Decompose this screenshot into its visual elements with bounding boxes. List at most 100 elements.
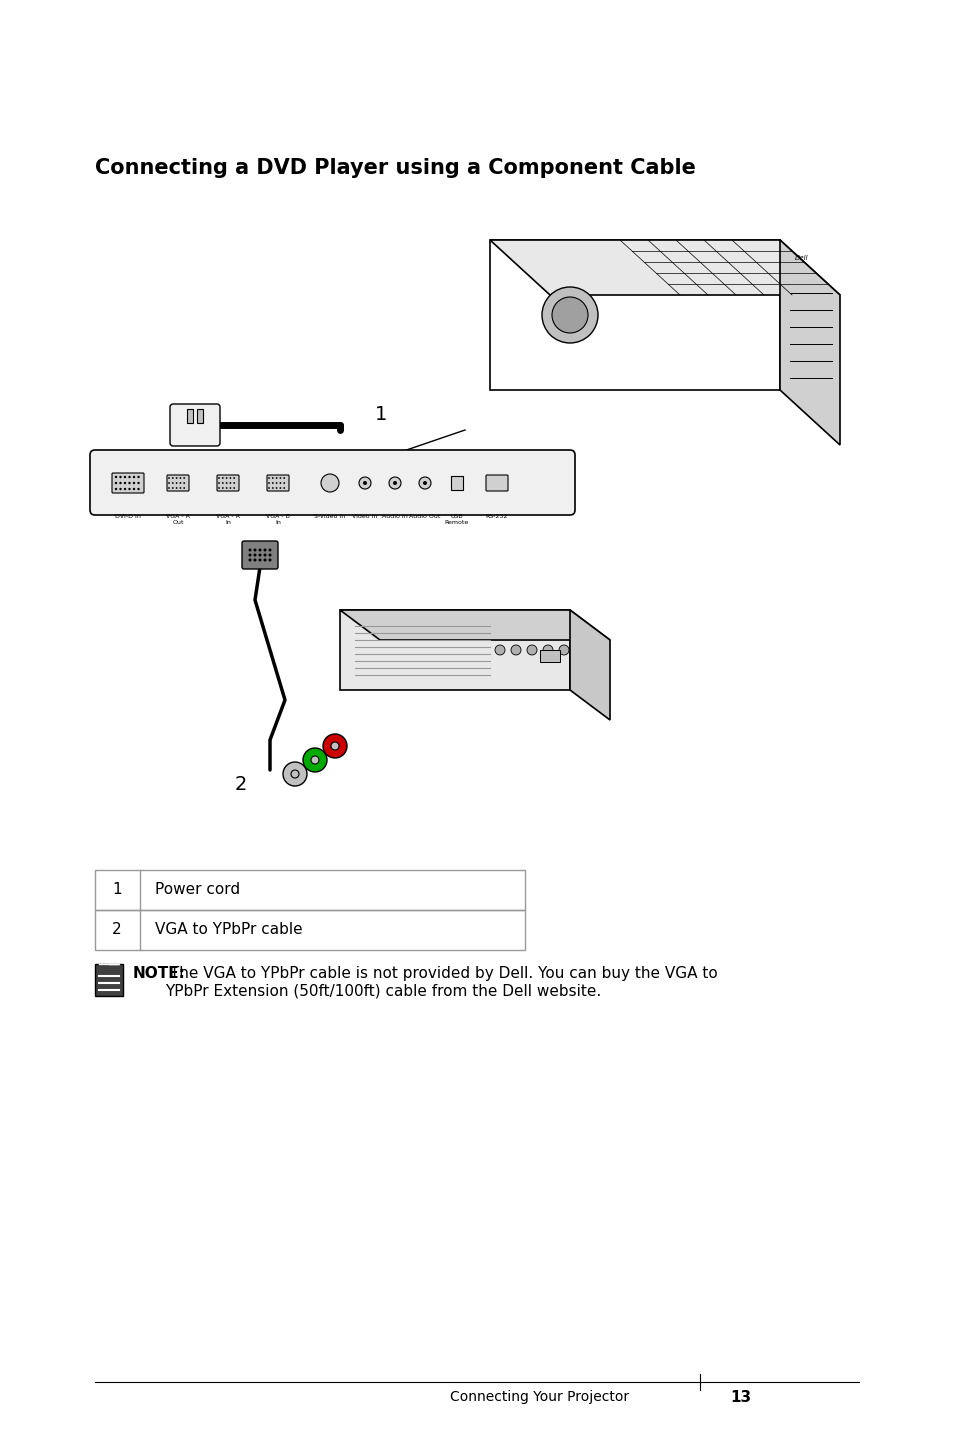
Circle shape [226, 477, 227, 478]
Bar [95, 964, 123, 997]
Circle shape [258, 548, 261, 551]
Circle shape [124, 488, 126, 490]
Circle shape [179, 487, 181, 488]
Circle shape [323, 735, 347, 758]
Circle shape [258, 558, 261, 561]
Circle shape [132, 481, 135, 484]
Circle shape [119, 488, 122, 490]
Text: VGA - B
In: VGA - B In [266, 514, 290, 524]
Circle shape [114, 475, 117, 478]
Circle shape [137, 481, 139, 484]
Circle shape [124, 475, 126, 478]
Circle shape [137, 475, 139, 478]
Circle shape [358, 477, 371, 488]
Circle shape [283, 483, 285, 484]
Text: RS-232: RS-232 [485, 514, 508, 518]
Bar [95, 909, 524, 949]
Circle shape [183, 477, 185, 478]
Circle shape [248, 558, 252, 561]
Circle shape [226, 483, 227, 484]
Polygon shape [490, 241, 840, 295]
FancyBboxPatch shape [267, 475, 289, 491]
Circle shape [137, 488, 139, 490]
Circle shape [233, 487, 234, 488]
Circle shape [253, 548, 256, 551]
Circle shape [541, 286, 598, 344]
Circle shape [393, 481, 396, 485]
Circle shape [495, 644, 504, 654]
Circle shape [422, 481, 427, 485]
Text: Audio Out: Audio Out [409, 514, 440, 518]
FancyBboxPatch shape [216, 475, 239, 491]
Circle shape [268, 558, 272, 561]
Circle shape [248, 548, 252, 551]
Circle shape [230, 487, 231, 488]
Circle shape [279, 487, 281, 488]
FancyBboxPatch shape [242, 541, 277, 569]
Circle shape [172, 487, 173, 488]
Circle shape [291, 770, 298, 778]
FancyBboxPatch shape [451, 475, 462, 490]
Circle shape [283, 477, 285, 478]
Circle shape [311, 756, 318, 765]
Polygon shape [569, 610, 609, 720]
Circle shape [268, 483, 270, 484]
Circle shape [268, 548, 272, 551]
Text: VGA - A
In: VGA - A In [215, 514, 240, 524]
Circle shape [418, 477, 431, 488]
Circle shape [272, 487, 274, 488]
Circle shape [119, 481, 122, 484]
Circle shape [222, 487, 223, 488]
Circle shape [331, 742, 338, 750]
Circle shape [320, 474, 338, 493]
Polygon shape [780, 241, 840, 445]
Circle shape [263, 548, 266, 551]
Circle shape [275, 477, 277, 478]
Text: Video In: Video In [352, 514, 377, 518]
Circle shape [389, 477, 400, 488]
Polygon shape [339, 610, 609, 640]
Circle shape [175, 483, 177, 484]
Circle shape [175, 487, 177, 488]
Circle shape [279, 483, 281, 484]
Text: VGA to YPbPr cable: VGA to YPbPr cable [154, 922, 302, 938]
Circle shape [179, 483, 181, 484]
Circle shape [542, 644, 553, 654]
Circle shape [128, 481, 131, 484]
Circle shape [253, 554, 256, 557]
Circle shape [183, 483, 185, 484]
Circle shape [132, 488, 135, 490]
Circle shape [218, 483, 220, 484]
Text: Connecting a DVD Player using a Component Cable: Connecting a DVD Player using a Componen… [95, 158, 695, 178]
Bar [196, 410, 203, 422]
Text: The VGA to YPbPr cable is not provided by Dell. You can buy the VGA to
YPbPr Ext: The VGA to YPbPr cable is not provided b… [165, 967, 718, 998]
Circle shape [114, 481, 117, 484]
Circle shape [511, 644, 520, 654]
Circle shape [119, 475, 122, 478]
Text: Dell: Dell [794, 255, 808, 261]
Circle shape [283, 762, 307, 786]
Circle shape [258, 554, 261, 557]
Circle shape [558, 644, 568, 654]
Circle shape [226, 487, 227, 488]
Circle shape [263, 554, 266, 557]
Text: Connecting Your Projector: Connecting Your Projector [450, 1390, 629, 1403]
Text: 1: 1 [375, 405, 387, 424]
FancyBboxPatch shape [485, 475, 507, 491]
Circle shape [275, 487, 277, 488]
Circle shape [114, 488, 117, 490]
Polygon shape [339, 610, 569, 690]
Circle shape [248, 554, 252, 557]
Text: NOTE:: NOTE: [132, 967, 186, 981]
Circle shape [168, 477, 170, 478]
Circle shape [526, 644, 537, 654]
Circle shape [222, 477, 223, 478]
Circle shape [268, 477, 270, 478]
Circle shape [253, 558, 256, 561]
Circle shape [222, 483, 223, 484]
Circle shape [168, 483, 170, 484]
Circle shape [263, 558, 266, 561]
Circle shape [230, 483, 231, 484]
Circle shape [233, 477, 234, 478]
Text: USB
Remote: USB Remote [444, 514, 469, 524]
